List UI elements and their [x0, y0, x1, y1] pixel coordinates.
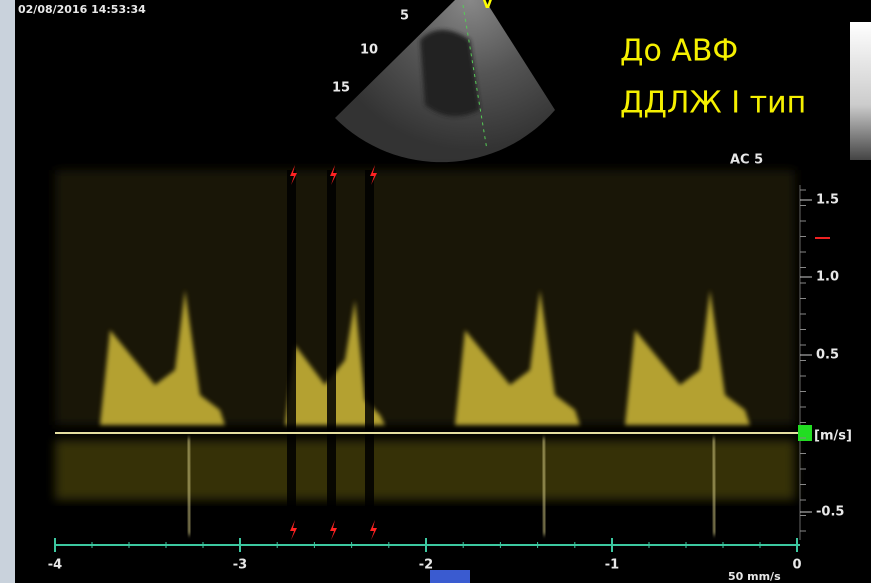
probe-label: AC 5 — [730, 153, 763, 168]
depth-label: 15 — [332, 81, 350, 96]
velocity-tick-label: -0.5 — [816, 505, 844, 520]
signal-gap — [287, 170, 296, 540]
depth-label: 10 — [360, 43, 378, 58]
reverse-spike — [713, 438, 715, 535]
velocity-unit: [m/s] — [814, 429, 852, 444]
velocity-tick-label: 1.0 — [816, 270, 839, 285]
screen: 02/08/2016 14:53:34 V 5 10 15 До АВФ ДДЛ… — [0, 0, 871, 583]
left-strip — [0, 0, 15, 583]
signal-gap — [365, 170, 374, 540]
slide-box — [850, 22, 871, 160]
overlay-line: До АВФ — [620, 34, 738, 69]
time-tick-label: -2 — [419, 558, 433, 573]
baseline-marker — [798, 425, 812, 441]
overlay-line: ДДЛЖ I тип — [620, 86, 806, 121]
velocity-tick-label: 1.5 — [816, 193, 839, 208]
reverse-spike — [188, 438, 190, 535]
reverse-spike — [543, 438, 545, 535]
slider[interactable] — [430, 570, 470, 583]
timestamp: 02/08/2016 14:53:34 — [18, 3, 146, 16]
time-tick-label: 0 — [792, 558, 801, 573]
doppler-spectrum — [55, 170, 795, 540]
time-tick-label: -3 — [233, 558, 247, 573]
sweep-speed: 50 mm/s — [728, 570, 781, 583]
time-tick-label: -4 — [48, 558, 62, 573]
velocity-tick-label: 0.5 — [816, 348, 839, 363]
time-tick-label: -1 — [605, 558, 619, 573]
orientation-mark: V — [482, 0, 493, 12]
signal-gap — [327, 170, 336, 540]
spectral-noise — [55, 440, 795, 500]
depth-label: 5 — [400, 9, 409, 24]
